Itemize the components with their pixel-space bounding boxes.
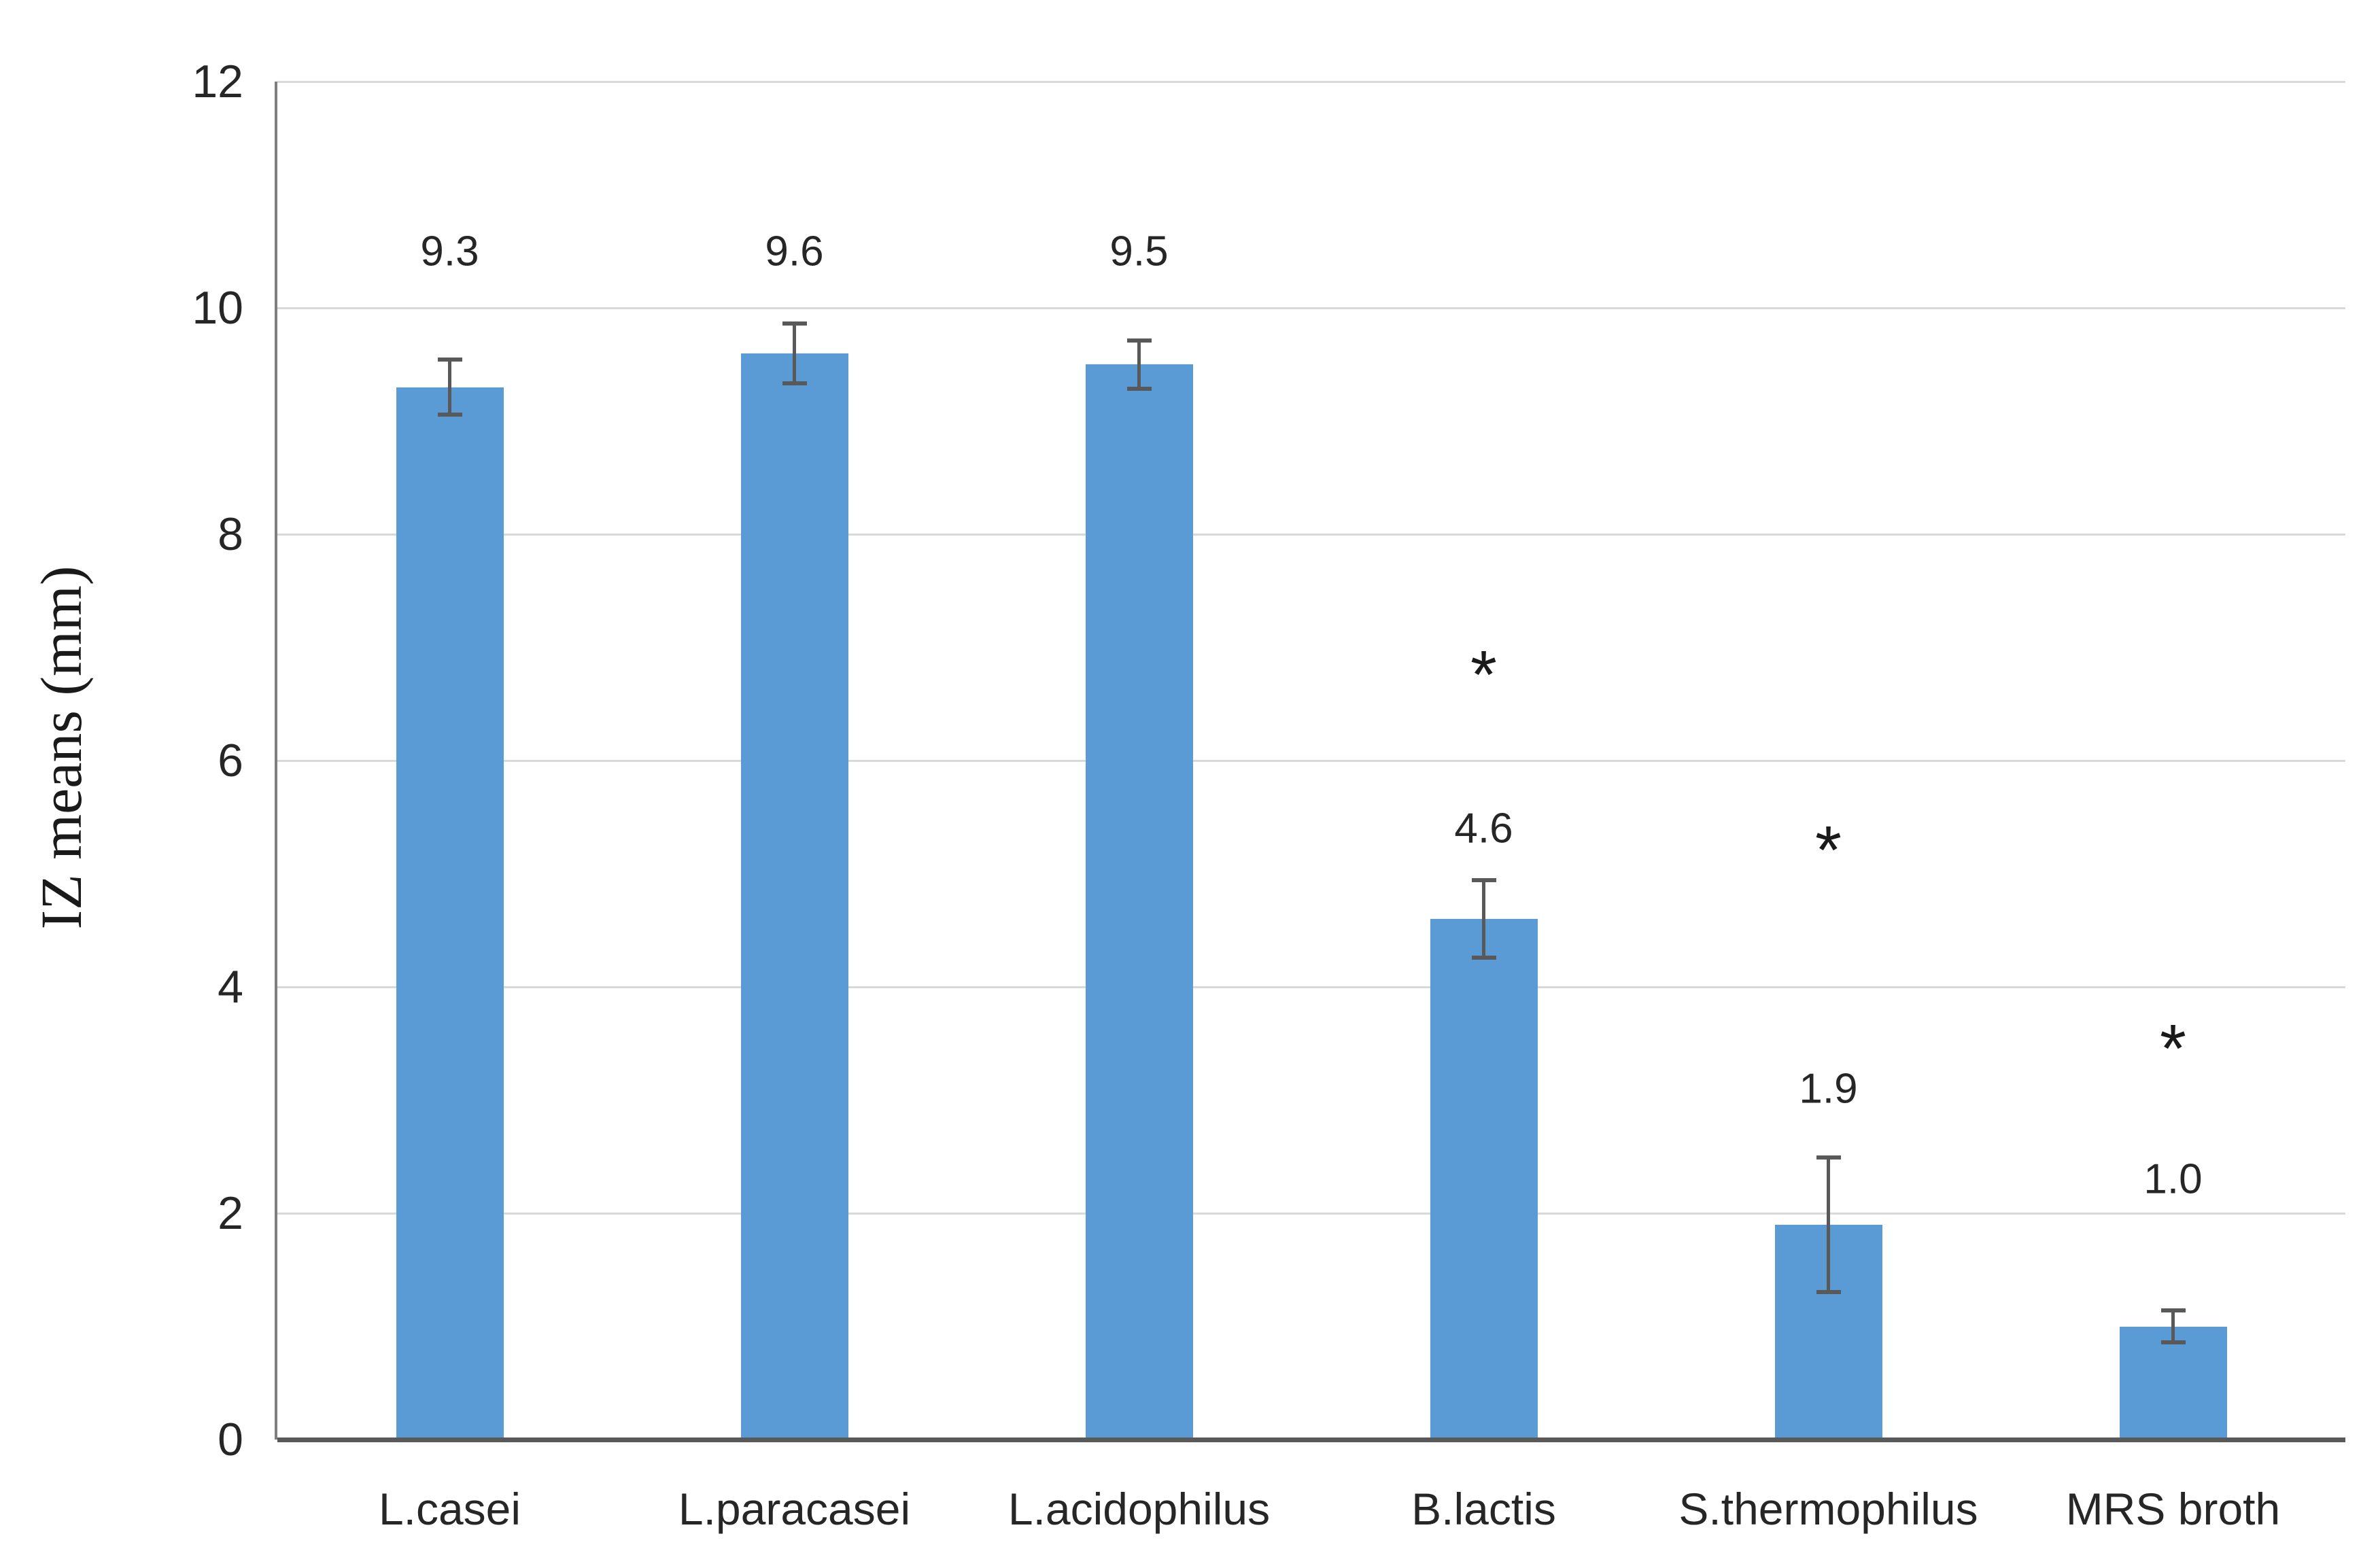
error-bar-cap-top (1126, 338, 1152, 343)
error-bar-cap-top (1816, 1155, 1841, 1160)
error-bar-cap-top (782, 321, 807, 326)
y-tick-label: 10 (192, 282, 243, 334)
error-bar-cap-bottom (2160, 1340, 2186, 1345)
error-bar (1137, 339, 1141, 389)
x-axis-line (277, 1438, 2345, 1442)
significance-asterisk: * (1470, 637, 1497, 714)
bar-value-label: 1.9 (1799, 1065, 1858, 1113)
error-bar-cap-top (2160, 1308, 2186, 1312)
x-tick-label: L.acidophilus (1007, 1484, 1271, 1534)
error-bar-cap-bottom (1126, 386, 1152, 391)
bar-value-label: 9.6 (765, 228, 824, 275)
bar-value-label: 1.0 (2143, 1155, 2203, 1203)
error-bar-cap-top (1471, 877, 1496, 882)
y-tick-label: 12 (192, 56, 243, 107)
error-bar (448, 358, 451, 416)
bar (2119, 1326, 2227, 1440)
error-bar-cap-bottom (1816, 1289, 1841, 1294)
gridline (277, 760, 2345, 762)
bar-value-label: 9.5 (1109, 228, 1169, 275)
x-tick-label: S.thermophilus (1678, 1484, 1978, 1534)
y-tick-label: 8 (218, 508, 243, 560)
error-bar-cap-bottom (782, 381, 807, 385)
y-tick-label: 6 (218, 735, 243, 786)
bar-value-label: 9.3 (420, 228, 479, 275)
gridline (277, 986, 2345, 988)
bar (740, 353, 848, 1440)
x-tick-label: MRS broth (2065, 1484, 2281, 1534)
y-tick-label: 2 (218, 1187, 243, 1239)
y-tick-label: 4 (218, 961, 243, 1013)
bar-value-label: 4.6 (1454, 805, 1513, 852)
x-tick-label: L.casei (378, 1484, 521, 1534)
y-tick-label: 0 (218, 1414, 243, 1465)
gridline (277, 81, 2345, 83)
error-bar-cap-bottom (437, 413, 462, 417)
error-bar (1482, 879, 1485, 959)
gridline (277, 534, 2345, 536)
error-bar (2171, 1309, 2175, 1344)
gridline (277, 307, 2345, 309)
significance-asterisk: * (1815, 812, 1842, 889)
x-tick-label: B.lactis (1411, 1484, 1556, 1534)
bar (396, 387, 504, 1440)
x-tick-label: L.paracasei (678, 1484, 911, 1534)
bar (1085, 364, 1193, 1440)
error-bar-cap-bottom (1471, 956, 1496, 960)
y-axis-line (275, 82, 277, 1440)
bar (1430, 919, 1538, 1440)
significance-asterisk: * (2160, 1010, 2186, 1087)
error-bar (1827, 1156, 1830, 1293)
error-bar (793, 322, 796, 384)
error-bar-cap-top (437, 357, 462, 362)
gridline (277, 1213, 2345, 1215)
